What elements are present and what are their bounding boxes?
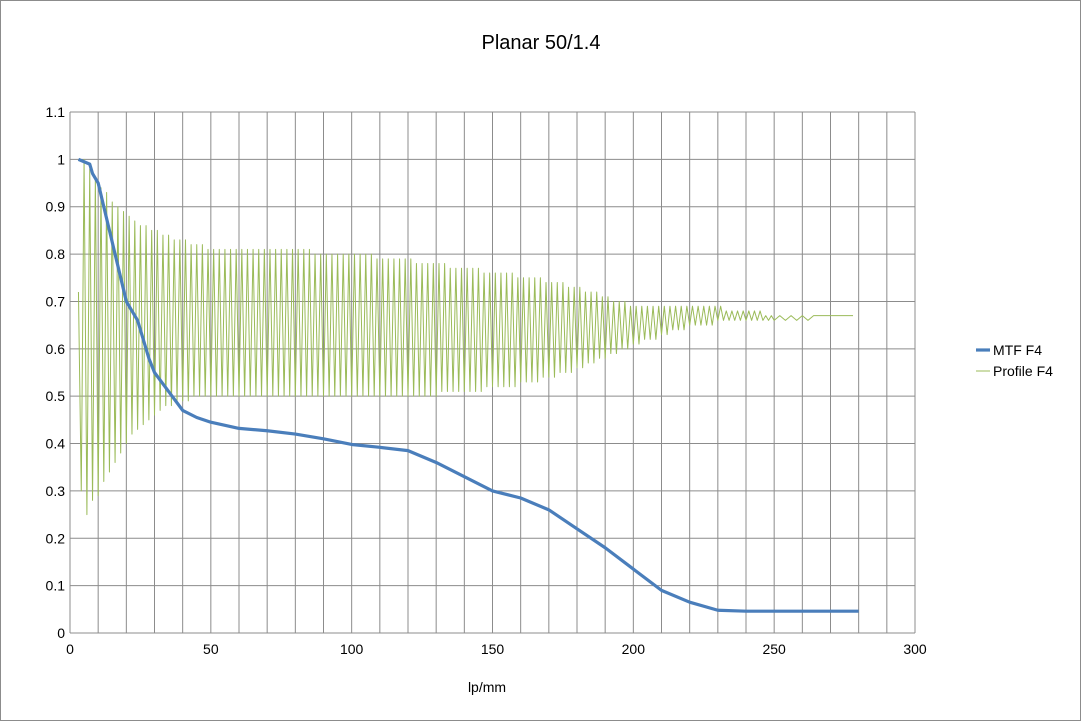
x-tick-label: 150 [481,641,505,657]
y-tick-label: 0.3 [46,483,66,499]
x-tick-label: 200 [622,641,646,657]
y-tick-label: 0.5 [46,388,66,404]
y-tick-label: 0.6 [46,341,66,357]
plot-area [77,157,859,613]
x-tick-label: 300 [903,641,927,657]
y-tick-label: 0 [57,625,65,641]
y-tick-label: 1.1 [46,104,66,120]
y-tick-label: 0.8 [46,246,66,262]
series-line-mtf-f4 [77,157,859,613]
y-tick-label: 0.2 [46,530,66,546]
y-tick-label: 0.1 [46,578,66,594]
x-tick-label: 50 [203,641,219,657]
y-tick-label: 0.4 [46,436,66,452]
legend-label: Profile F4 [993,363,1053,379]
x-tick-label: 250 [762,641,786,657]
series-line-profile-f4 [77,158,854,516]
x-axis-label: lp/mm [468,679,506,695]
x-tick-label: 100 [340,641,364,657]
y-tick-label: 1 [57,151,65,167]
legend-label: MTF F4 [993,342,1042,358]
chart-title: Planar 50/1.4 [482,32,601,54]
legend: MTF F4 Profile F4 [976,342,1053,379]
x-tick-label: 0 [66,641,74,657]
axis-ticks: 0 0.1 0.2 0.3 0.4 0.5 0.6 0.7 0.8 0.9 1 1.1 0 50 100 15… [46,104,927,657]
y-tick-label: 0.9 [46,199,66,215]
y-tick-label: 0.7 [46,293,66,309]
